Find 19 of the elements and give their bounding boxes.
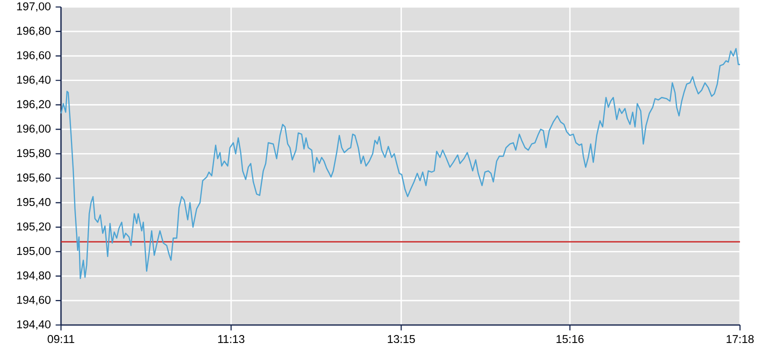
- x-tick-label: 09:11: [48, 335, 74, 344]
- y-tick-label: 196,40: [17, 76, 51, 86]
- y-tick-label: 194,80: [17, 271, 51, 281]
- x-tick-label: 17:18: [726, 335, 754, 344]
- y-tick-label: 197,00: [17, 2, 51, 12]
- y-tick-label: 194,60: [17, 296, 51, 306]
- y-tick-label: 196,60: [17, 51, 51, 61]
- y-tick-label: 194,40: [17, 320, 51, 330]
- x-tick-label: 11:13: [218, 335, 244, 344]
- y-tick-label: 195,80: [17, 149, 51, 158]
- x-tick-label: 13:15: [388, 335, 415, 344]
- y-tick-label: 195,20: [17, 222, 51, 232]
- y-tick-label: 196,00: [17, 124, 51, 134]
- y-tick-label: 196,80: [17, 26, 51, 36]
- y-tick-label: 195,60: [17, 174, 51, 183]
- x-tick-label: 15:16: [556, 335, 584, 344]
- y-tick-label: 196,20: [17, 100, 51, 110]
- y-tick-label: 195,40: [17, 198, 51, 208]
- y-tick-label: 195,00: [17, 246, 51, 256]
